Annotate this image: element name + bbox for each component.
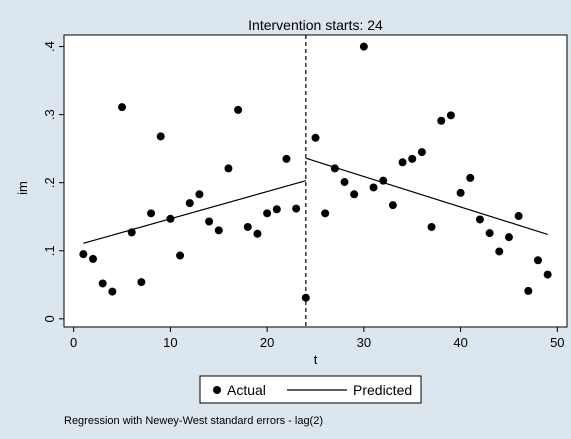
y-tick-label: .1 [42,245,57,256]
data-point [408,154,417,163]
y-tick-label: 0 [42,315,57,322]
data-point [214,226,223,235]
x-axis-label: t [314,352,318,367]
data-point [524,286,533,295]
data-point [147,209,156,218]
data-point [79,250,88,259]
data-point [388,201,397,210]
data-point [495,247,504,256]
data-point [263,209,272,218]
data-point [98,279,107,288]
data-point [369,183,378,192]
data-point [514,212,523,221]
data-point [205,217,214,226]
data-point [321,209,330,218]
data-point [272,205,281,214]
data-point [330,164,339,173]
data-point [243,222,252,231]
data-point [234,105,243,114]
legend-marker-actual [213,386,221,394]
data-point [127,228,136,237]
data-point [195,190,204,199]
chart-title: Intervention starts: 24 [248,17,383,33]
data-point [118,103,127,112]
data-point [108,287,117,296]
x-tick-label: 20 [260,335,274,350]
data-point [166,214,175,223]
data-point [475,215,484,224]
data-point [456,188,465,197]
data-point [543,270,552,279]
data-point [446,111,455,120]
data-point [253,229,262,238]
data-point [156,132,165,141]
x-tick-label: 50 [550,335,564,350]
data-point [311,133,320,142]
predicted-line-segment [83,180,306,244]
data-point [292,204,301,213]
predicted-line-segment [305,157,548,236]
x-axis: 0 10 20 30 40 50 [70,327,565,350]
data-point [379,176,388,185]
chart-note: Regression with Newey-West standard erro… [64,415,323,427]
data-point [350,190,359,199]
data-point [137,278,146,287]
y-tick-label: .3 [42,109,57,120]
data-point [176,251,185,260]
data-point [417,148,426,157]
x-tick-label: 10 [163,335,177,350]
y-axis: 0 .1 .2 .3 .4 [42,41,64,322]
plot-marks [79,42,552,302]
data-point [427,222,436,231]
x-tick-label: 0 [70,335,77,350]
y-axis-label: im [15,181,30,195]
data-point [224,164,233,173]
data-point [89,254,98,263]
data-point [504,233,513,242]
data-point [340,178,349,187]
x-tick-label: 30 [357,335,371,350]
y-tick-label: .2 [42,177,57,188]
legend-label-actual: Actual [227,382,266,398]
data-point [359,42,368,51]
y-tick-label: .4 [42,41,57,52]
x-tick-label: 40 [453,335,467,350]
data-point [485,229,494,238]
plot-area [63,34,568,328]
legend-label-predicted: Predicted [353,382,412,398]
data-point [437,116,446,125]
data-point [466,173,475,182]
data-point [185,199,194,208]
data-point [533,256,542,265]
data-point [398,158,407,167]
data-point [282,154,291,163]
